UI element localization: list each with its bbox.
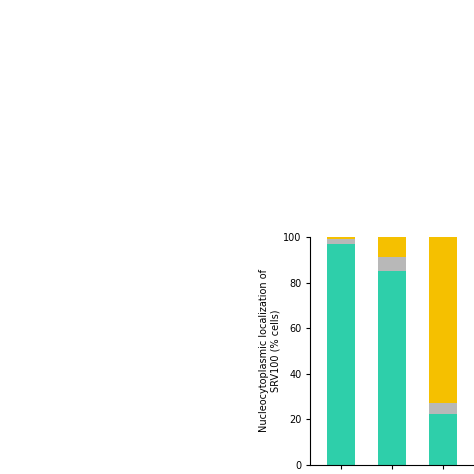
Bar — [378, 237, 406, 257]
Bar — [429, 414, 457, 465]
Bar — [327, 237, 355, 239]
Bar — [327, 239, 355, 244]
Bar — [378, 257, 406, 271]
Bar — [378, 271, 406, 465]
Bar — [429, 403, 457, 414]
Bar — [327, 244, 355, 465]
Y-axis label: Nucleocytoplasmic localization of
SRV100 (% cells): Nucleocytoplasmic localization of SRV100… — [259, 269, 280, 432]
Bar — [429, 237, 457, 403]
